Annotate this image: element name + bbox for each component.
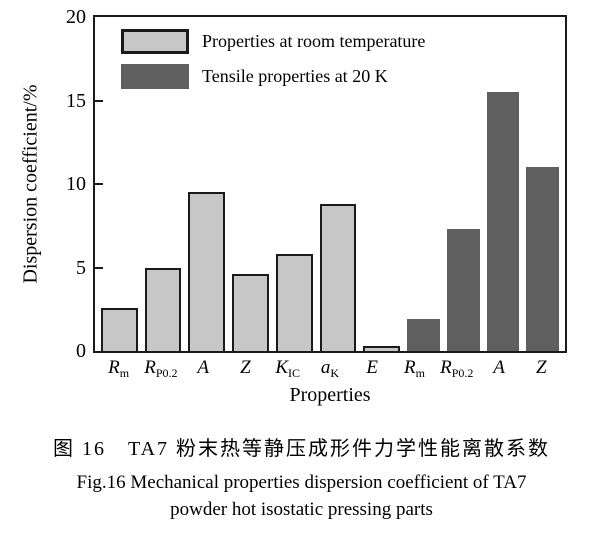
y-tick-label-0: 0 [76, 340, 86, 362]
bars-container [95, 17, 565, 351]
plot-area: Properties at room temperature Tensile p… [93, 15, 567, 353]
legend-label-cryo: Tensile properties at 20 K [202, 66, 388, 86]
y-tick-labels: 0 5 10 15 20 [0, 6, 86, 362]
caption-english-2: powder hot isostatic pressing parts [170, 499, 433, 520]
x-tick-label-KIC: KIC [275, 357, 301, 380]
x-tick-label-Rm: Rm [404, 357, 425, 380]
y-tick-mark-15 [95, 99, 103, 102]
x-tick-label-Rm: Rm [108, 357, 130, 380]
bar-room-RP0.2 [144, 267, 182, 351]
x-tick-label-A: A [493, 357, 505, 378]
legend-label-room: Properties at room temperature [202, 31, 426, 51]
caption: 图 16 TA7 粉末热等静压成形件力学性能离散系数 Fig.16 Mechan… [0, 432, 603, 521]
caption-chinese: 图 16 TA7 粉末热等静压成形件力学性能离散系数 [52, 438, 551, 460]
x-tick-label-Z: Z [536, 357, 547, 378]
y-tick-label-15: 15 [66, 89, 86, 112]
legend-swatch-room-icon [121, 29, 189, 54]
x-tick-label-A: A [197, 357, 209, 378]
legend: Properties at room temperature Tensile p… [121, 29, 425, 89]
plot-inner: Properties at room temperature Tensile p… [95, 17, 565, 351]
legend-item-room-temperature: Properties at room temperature [121, 29, 425, 54]
legend-item-tensile-20k: Tensile properties at 20 K [121, 64, 425, 89]
caption-english-1: Fig.16 Mechanical properties dispersion … [76, 472, 527, 493]
x-tick-label-Z: Z [240, 357, 251, 378]
bar-cryo-A [486, 92, 520, 351]
bar-room-Rm [101, 307, 138, 351]
bar-cryo-Rm [407, 319, 440, 351]
x-tick-labels: Rm RP0.2 A Z KIC aK E Rm RP0.2 A Z [95, 357, 565, 387]
bar-room-KIC [275, 254, 313, 351]
y-tick-mark-5 [95, 266, 103, 269]
bar-room-aK [319, 204, 357, 351]
x-tick-label-aK: aK [320, 357, 340, 380]
bar-room-E [363, 346, 401, 351]
bar-room-A [188, 192, 226, 351]
bar-cryo-RP0.2 [446, 229, 480, 351]
y-tick-mark-10 [95, 183, 103, 185]
y-tick-label-5: 5 [76, 256, 86, 279]
legend-swatch-cryo-icon [121, 64, 189, 89]
y-tick-label-20: 20 [66, 6, 86, 28]
x-tick-label-RP0.2: RP0.2 [440, 357, 474, 380]
bar-room-Z [232, 274, 269, 351]
y-tick-label-10: 10 [66, 173, 86, 195]
bar-cryo-Z [526, 167, 560, 351]
x-tick-label-E: E [366, 357, 379, 378]
x-tick-label-RP0.2: RP0.2 [144, 357, 178, 380]
x-axis-title: Properties [289, 384, 371, 406]
